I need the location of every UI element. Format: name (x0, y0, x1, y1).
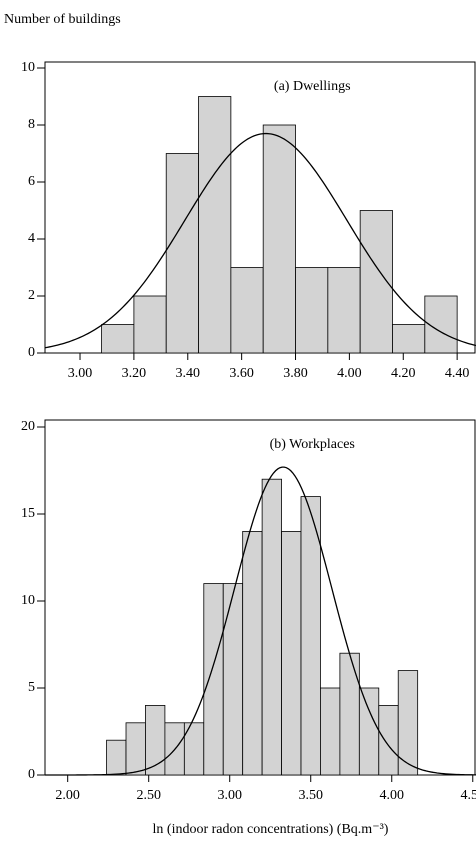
y-tick-label: 4 (28, 231, 35, 246)
x-tick-label: 2.00 (55, 788, 80, 803)
bar (339, 652, 360, 776)
y-tick-label: 0 (28, 345, 35, 360)
y-tick-label: 8 (28, 117, 35, 132)
bar (222, 583, 244, 776)
bar (230, 267, 264, 354)
bar (320, 687, 341, 776)
bar (106, 739, 127, 776)
bar (242, 531, 263, 776)
x-axis-label: ln (indoor radon concentrations) (Bq.m⁻³… (153, 822, 389, 837)
bar (261, 478, 282, 776)
x-tick-label: 4.00 (337, 366, 362, 381)
bar (295, 267, 329, 354)
x-tick-label: 4.20 (391, 366, 416, 381)
x-tick-label: 3.40 (176, 366, 201, 381)
y-tick-label: 0 (28, 767, 35, 782)
y-tick-label: 5 (28, 680, 35, 695)
bar (203, 583, 224, 776)
y-tick-label: 20 (21, 419, 35, 434)
panel-label: (a) Dwellings (274, 79, 351, 94)
bar (281, 531, 302, 776)
bar (125, 722, 146, 776)
x-tick-label: 3.00 (217, 788, 242, 803)
bar (198, 96, 232, 354)
y-tick-label: 10 (21, 60, 35, 75)
normal-curve (45, 466, 476, 776)
x-tick-label: 4.00 (379, 788, 404, 803)
x-tick-label: 3.00 (68, 366, 93, 381)
x-tick-label: 3.20 (122, 366, 147, 381)
bar (101, 324, 135, 354)
y-tick-label: 10 (21, 593, 35, 608)
bar (133, 295, 167, 354)
bar (165, 153, 199, 354)
x-tick-label: 4.40 (445, 366, 470, 381)
x-tick-label: 3.60 (229, 366, 254, 381)
bar (262, 124, 296, 354)
y-tick-label: 2 (28, 288, 35, 303)
bar (327, 267, 361, 354)
bar (392, 324, 426, 354)
x-tick-label: 4.50 (461, 788, 476, 803)
bar (397, 670, 419, 776)
bar (378, 705, 399, 776)
bar (300, 496, 321, 776)
x-tick-label: 3.50 (298, 788, 323, 803)
x-tick-label: 3.80 (283, 366, 308, 381)
y-axis-label: Number of buildings (4, 12, 121, 27)
bar (145, 705, 166, 776)
y-tick-label: 15 (21, 506, 35, 521)
normal-curve (44, 132, 476, 349)
x-tick-label: 2.50 (136, 788, 161, 803)
panel-label: (b) Workplaces (270, 437, 355, 452)
y-tick-label: 6 (28, 174, 35, 189)
bar (358, 687, 380, 776)
